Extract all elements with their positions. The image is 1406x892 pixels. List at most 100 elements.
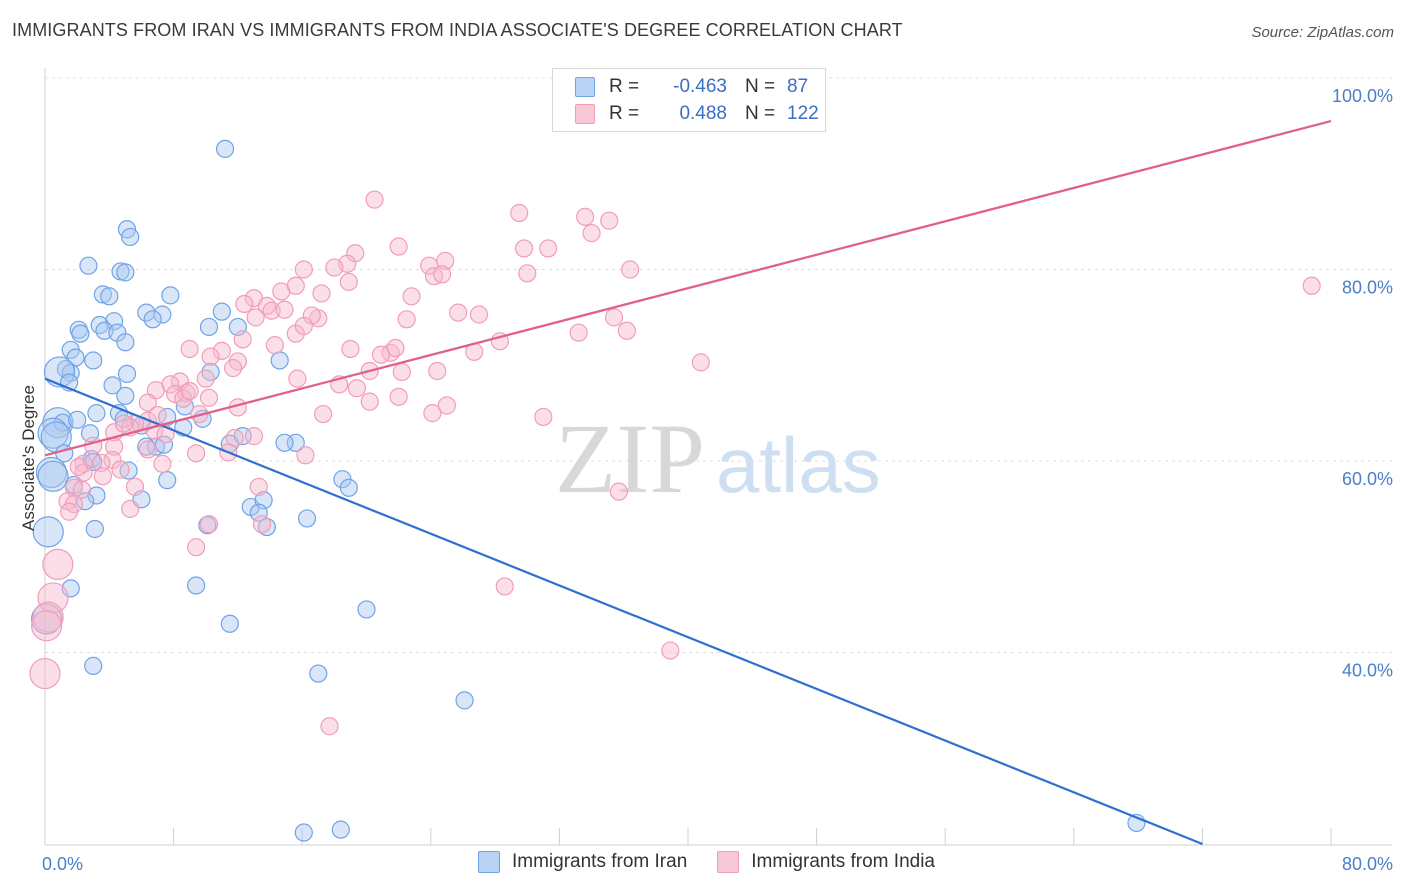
india-point <box>69 457 88 476</box>
india-point <box>138 393 157 412</box>
legend-label-india: Immigrants from India <box>751 851 935 872</box>
iran-point <box>84 351 103 370</box>
iran-point <box>199 317 219 337</box>
iran-point <box>105 312 124 331</box>
india-point <box>37 582 69 614</box>
iran-point <box>187 576 206 595</box>
india-point <box>621 260 640 279</box>
india-point <box>125 477 145 496</box>
iran-point <box>116 263 135 282</box>
iran-point <box>257 517 276 537</box>
y-tick-label: 80.0% <box>1342 278 1393 298</box>
legend-swatch-india <box>717 851 740 873</box>
india-point <box>111 460 130 479</box>
india-point <box>514 239 534 258</box>
legend-row-india: R = 0.488 N = 122 <box>553 100 819 128</box>
legend-r-label: R = <box>609 76 640 97</box>
india-point <box>449 303 468 322</box>
india-point <box>402 287 421 306</box>
india-point <box>518 264 537 283</box>
iran-point <box>85 519 104 539</box>
legend-swatch-india <box>575 104 595 124</box>
iran-point <box>357 600 376 619</box>
y-tick-label: 60.0% <box>1342 469 1393 489</box>
iran-point <box>79 256 98 275</box>
iran-point <box>158 471 177 490</box>
india-point <box>432 265 452 284</box>
india-point <box>495 577 514 596</box>
india-point <box>313 404 333 424</box>
india-point <box>437 396 456 415</box>
india-point <box>617 321 637 340</box>
iran-point <box>68 410 87 429</box>
india-point <box>153 454 172 473</box>
india-point <box>320 717 339 736</box>
india-point <box>212 341 231 360</box>
india-point <box>469 305 489 324</box>
watermark-zip: ZIP <box>555 403 705 514</box>
india-point <box>233 330 252 349</box>
legend-n-value: 122 <box>787 103 819 124</box>
legend-r-value: -0.463 <box>673 76 727 97</box>
legend-r-value: 0.488 <box>679 103 727 124</box>
india-point <box>294 260 313 279</box>
y-tick-label: 100.0% <box>1332 86 1393 106</box>
india-point <box>510 203 529 223</box>
legend-swatch-iran <box>575 77 595 97</box>
india-point <box>275 300 294 319</box>
india-point <box>609 482 628 501</box>
iran-point <box>275 433 294 452</box>
india-point <box>360 392 379 411</box>
india-point <box>294 316 313 336</box>
india-point <box>389 387 408 406</box>
india-point <box>29 657 61 690</box>
stats-legend: R = -0.463 N = 87 R = 0.488 N = 122 <box>552 68 826 132</box>
india-points <box>29 190 1321 736</box>
india-point <box>199 388 219 407</box>
iran-trend-line <box>44 377 1203 846</box>
india-point <box>244 427 264 446</box>
y-axis-label: Associate's Degree <box>19 385 38 531</box>
india-point <box>423 404 442 423</box>
india-point <box>347 379 366 398</box>
source-credit: Source: ZipAtlas.com <box>1251 24 1394 41</box>
india-point <box>72 480 92 499</box>
india-point <box>246 308 265 327</box>
india-point <box>534 407 553 427</box>
india-point <box>691 353 710 372</box>
legend-n-value: 87 <box>787 76 809 97</box>
iran-point <box>309 664 328 683</box>
chart-title: IMMIGRANTS FROM IRAN VS IMMIGRANTS FROM … <box>12 20 903 40</box>
iran-point <box>153 305 172 324</box>
axes <box>44 68 1392 846</box>
series-legend: Immigrants from Iran Immigrants from Ind… <box>478 851 965 873</box>
legend-row-iran: R = -0.463 N = 87 <box>553 73 808 101</box>
india-point <box>180 382 199 401</box>
india-point <box>31 610 63 642</box>
india-point <box>180 339 199 359</box>
iran-point <box>84 656 103 676</box>
tick-labels: 40.0% 60.0% 80.0% 100.0% 0.0% 80.0% <box>42 86 1393 874</box>
iran-point <box>137 303 156 322</box>
india-point <box>582 224 601 243</box>
india-point <box>223 359 243 378</box>
india-point <box>114 414 133 433</box>
india-point <box>249 477 268 496</box>
india-point <box>339 272 358 292</box>
india-point <box>1302 276 1321 295</box>
iran-point <box>294 823 313 842</box>
iran-point <box>71 324 90 343</box>
iran-point <box>331 820 350 839</box>
india-point <box>600 211 619 230</box>
india-point <box>286 276 305 295</box>
iran-point <box>76 492 95 511</box>
india-point <box>392 362 411 382</box>
india-point <box>42 548 74 581</box>
india-point <box>121 499 140 518</box>
iran-point <box>87 404 106 423</box>
india-point <box>252 515 272 534</box>
india-point <box>365 190 384 209</box>
india-point <box>296 446 315 465</box>
india-point <box>187 538 206 557</box>
iran-point <box>220 614 239 633</box>
